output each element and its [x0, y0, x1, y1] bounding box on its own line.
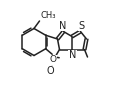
Text: CH₃: CH₃	[40, 11, 56, 20]
Text: S: S	[78, 21, 84, 31]
Text: N: N	[69, 50, 76, 60]
Text: N: N	[59, 21, 67, 31]
Text: O: O	[49, 55, 56, 64]
Text: O: O	[46, 66, 54, 76]
